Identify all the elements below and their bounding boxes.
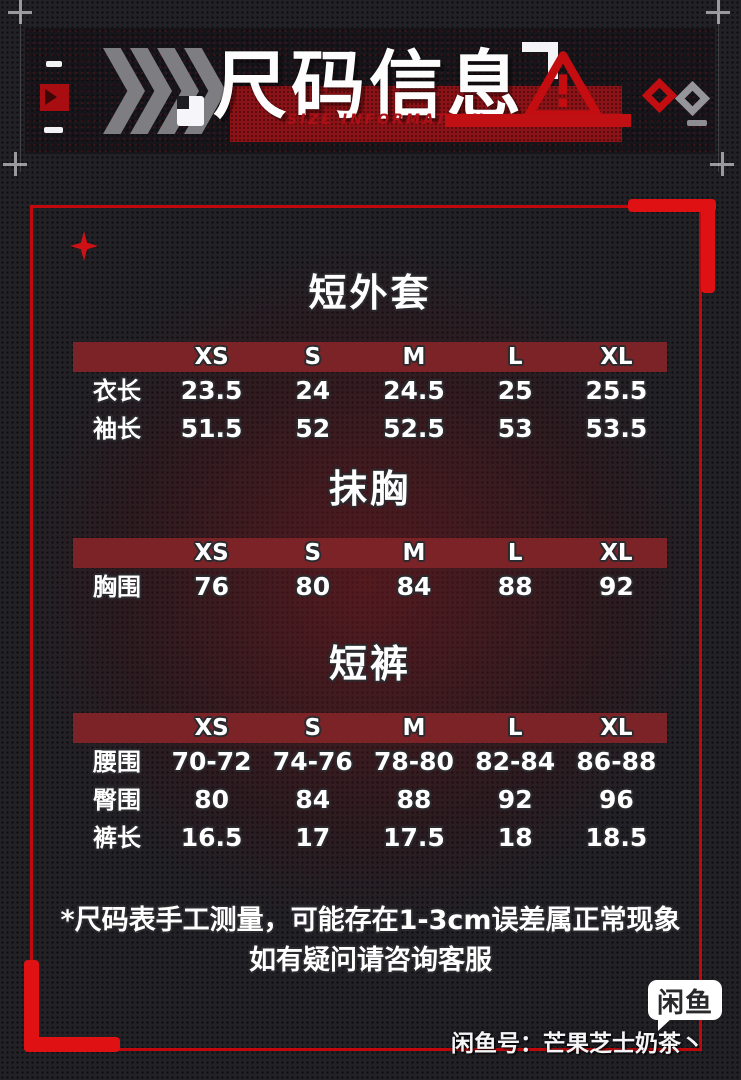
- disclaimer-line-1: *尺码表手工测量，可能存在1-3cm误差属正常现象: [60, 905, 681, 936]
- size-value: 80: [295, 572, 331, 601]
- seller-account: 闲鱼号：芒果芝士奶茶丶: [451, 1031, 704, 1057]
- size-value: 25: [497, 376, 533, 405]
- frame-corner-accent-top-right: [701, 199, 715, 293]
- size-value: 23.5: [180, 376, 243, 405]
- size-value: 80: [194, 785, 229, 814]
- row-label: 衣长: [93, 377, 141, 405]
- size-column-header: M: [363, 713, 465, 743]
- row-label: 袖长: [93, 415, 141, 443]
- warning-triangle-icon: [525, 51, 601, 119]
- quote-mark-icon: [177, 96, 204, 126]
- size-value: 92: [497, 785, 533, 814]
- disclaimer: *尺码表手工测量，可能存在1-3cm误差属正常现象 如有疑问请咨询客服: [0, 901, 741, 981]
- size-value: 82-84: [475, 747, 556, 776]
- size-value: 24.5: [383, 376, 445, 405]
- frame-corner-accent-bottom-left: [24, 960, 39, 1052]
- size-value: 74-76: [272, 747, 353, 776]
- size-column-header: S: [262, 713, 364, 743]
- size-value: 24: [295, 376, 331, 405]
- row-label: 胸围: [93, 573, 141, 601]
- size-column-header: L: [464, 538, 566, 568]
- dash-icon: [44, 127, 63, 133]
- size-value: 16.5: [180, 823, 243, 852]
- size-column-header: XL: [565, 713, 667, 743]
- crop-mark-top-right: [706, 0, 730, 24]
- size-column-header: L: [464, 342, 566, 372]
- dash-icon: [46, 61, 62, 67]
- size-column-header: XS: [161, 342, 263, 372]
- size-column-header: XL: [565, 342, 667, 372]
- size-value: 52: [295, 414, 331, 443]
- row-label: 裤长: [93, 824, 141, 852]
- subtitle-bar: [445, 114, 631, 127]
- size-value: 84: [396, 572, 432, 601]
- size-value: 18: [497, 823, 533, 852]
- section-title: 抹胸: [328, 467, 411, 511]
- diamond-gray-icon: [674, 80, 711, 117]
- size-value: 78-80: [374, 747, 454, 776]
- diamond-red-icon: [641, 77, 678, 114]
- crop-mark-top-left: [8, 0, 32, 24]
- dash-icon: [687, 120, 707, 126]
- xianyu-logo-text: 闲鱼: [657, 987, 713, 1019]
- xianyu-logo-badge: 闲鱼: [648, 980, 722, 1031]
- play-square-icon: [40, 84, 69, 111]
- size-column-header: XS: [161, 538, 263, 568]
- size-header-spacer: [73, 713, 161, 743]
- size-value: 76: [194, 572, 229, 601]
- section-title: 短外套: [308, 271, 432, 315]
- frame-corner-accent-bottom-left: [24, 1037, 120, 1052]
- guide-line-left: [20, 12, 21, 172]
- size-value: 96: [598, 785, 634, 814]
- header-banner: 尺码信息 SIZE INFORMATION: [25, 28, 715, 154]
- size-column-header: M: [363, 342, 465, 372]
- chevron-right-icon: [103, 48, 226, 134]
- section-title: 短裤: [328, 642, 411, 686]
- size-header-spacer: [73, 538, 161, 568]
- size-table-section: 短裤 XS S M L XL 腰围 70-72 74-76 78-80 82-84 86-88 臀围 80…: [73, 639, 667, 857]
- row-label: 臀围: [93, 786, 141, 814]
- size-value: 88: [497, 572, 533, 601]
- size-table-section: 抹胸 XS S M L XL 胸围 76 80 84 88 92: [73, 464, 667, 606]
- size-value: 51.5: [180, 414, 243, 443]
- size-column-header: XS: [161, 713, 263, 743]
- page-subtitle: SIZE INFORMATION: [287, 112, 486, 128]
- size-table: XS S M L XL 衣长 23.5 24 24.5 25 25.5 袖长 51.5 52 52.5 53 5…: [73, 342, 667, 448]
- size-column-header: S: [262, 538, 364, 568]
- disclaimer-line-2: 如有疑问请咨询客服: [249, 945, 492, 976]
- size-value: 17.5: [383, 823, 445, 852]
- size-table-section: 短外套 XS S M L XL 衣长 23.5 24 24.5 25 25.5 袖长 51.5 52 52.5…: [73, 268, 667, 448]
- size-value: 84: [295, 785, 331, 814]
- frame-corner-accent-top-right: [628, 199, 716, 212]
- size-value: 25.5: [585, 376, 648, 405]
- crop-mark-mid-left: [3, 152, 27, 176]
- crop-mark-mid-right: [710, 152, 734, 176]
- row-label: 腰围: [93, 748, 141, 776]
- guide-line-right: [718, 12, 719, 172]
- corner-bracket-icon: [522, 42, 558, 79]
- size-value: 17: [295, 823, 331, 852]
- size-column-header: M: [363, 538, 465, 568]
- size-value: 18.5: [585, 823, 648, 852]
- size-column-header: XL: [565, 538, 667, 568]
- size-value: 92: [598, 572, 634, 601]
- size-value: 52.5: [383, 414, 445, 443]
- size-column-header: S: [262, 342, 364, 372]
- size-value: 53.5: [585, 414, 648, 443]
- size-table: XS S M L XL 胸围 76 80 84 88 92: [73, 538, 667, 606]
- title-red-band: [230, 86, 622, 142]
- size-table: XS S M L XL 腰围 70-72 74-76 78-80 82-84 86-88 臀围 80 84…: [73, 713, 667, 857]
- size-header-spacer: [73, 342, 161, 372]
- size-column-header: L: [464, 713, 566, 743]
- size-value: 70-72: [171, 747, 252, 776]
- size-value: 53: [497, 414, 533, 443]
- size-value: 88: [396, 785, 432, 814]
- size-value: 86-88: [576, 747, 657, 776]
